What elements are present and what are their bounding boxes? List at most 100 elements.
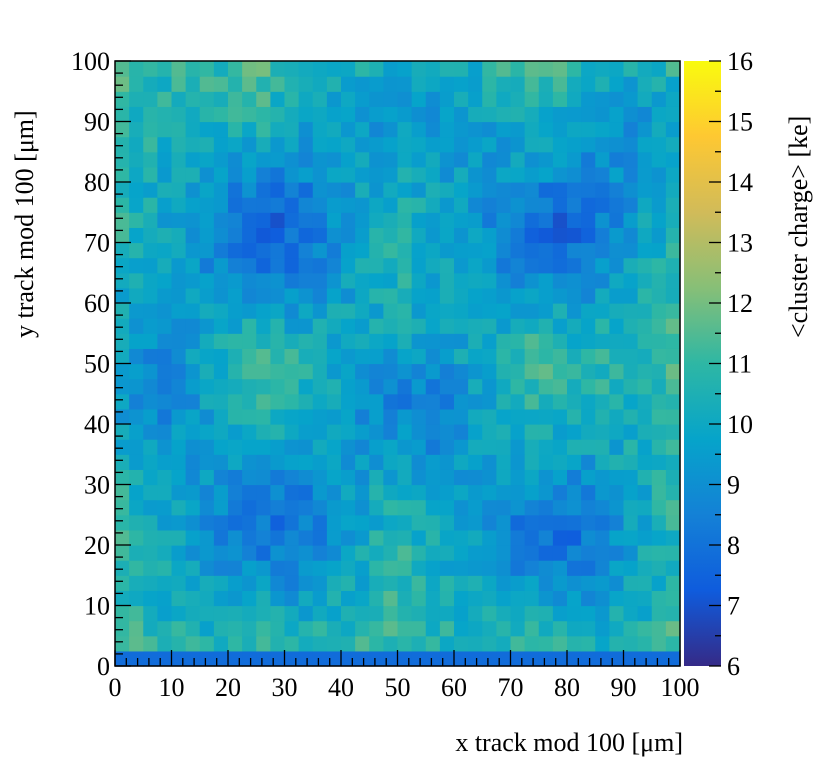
heatmap-cell [623,605,639,622]
heatmap-cell [143,499,158,516]
heatmap-cell [143,76,158,92]
heatmap-cell [199,61,215,77]
heatmap-cell [510,166,526,183]
heatmap-cell [270,151,286,168]
heatmap-cell [143,635,158,652]
heatmap-cell [284,590,300,607]
heatmap-cell [341,635,356,652]
heatmap-cell [496,303,512,319]
heatmap-cell [468,318,483,334]
heatmap-cell [524,408,540,425]
heatmap-cell [326,348,342,365]
heatmap-cell [185,333,201,349]
heatmap-cell [298,303,314,319]
heatmap-cell [157,182,173,198]
heatmap-cell [185,620,201,637]
heatmap-cell [411,605,427,622]
heatmap-cell [242,212,257,228]
heatmap-cell [510,121,526,138]
heatmap-cell [256,303,271,319]
heatmap-cell [581,560,596,576]
heatmap-cell [143,560,158,576]
heatmap-cell [665,272,681,289]
heatmap-cell [651,560,667,576]
heatmap-cell [228,590,243,607]
heatmap-cell [482,227,497,244]
heatmap-cell [397,469,413,486]
heatmap-cell [595,151,610,168]
heatmap-cell [567,590,582,607]
heatmap-cell [538,545,554,561]
heatmap-cell [468,182,483,198]
heatmap-cell [482,106,497,123]
heatmap-cell [411,560,427,576]
heatmap-cell [242,166,257,183]
heatmap-cell [623,393,639,410]
heatmap-cell [256,136,271,153]
heatmap-cell [637,333,653,349]
heatmap-cell [129,318,144,334]
heatmap-cell [213,272,229,289]
heatmap-cell [115,91,130,107]
heatmap-cell [284,560,300,576]
heatmap-cell [284,151,300,168]
heatmap-cell [256,182,271,198]
heatmap-cell [157,439,173,455]
heatmap-cell [242,76,257,92]
heatmap-cell [355,212,370,228]
heatmap-cell [651,514,667,531]
heatmap-cell [665,424,681,440]
heatmap-cell [425,529,441,546]
heatmap-cell [199,650,215,667]
heatmap-cell [383,106,399,123]
heatmap-cell [411,151,427,168]
heatmap-cell [609,227,625,244]
heatmap-cell [397,408,413,425]
heatmap-cell [284,106,300,123]
heatmap-cell [143,182,158,198]
heatmap-cell [482,287,497,304]
heatmap-cell [143,242,158,259]
heatmap-cell [581,424,596,440]
heatmap-cell [623,318,639,334]
heatmap-cell [185,378,201,395]
heatmap-cell [256,61,271,77]
heatmap-cell [199,272,215,289]
heatmap-cell [242,333,257,349]
heatmap-cell [468,121,483,138]
heatmap-cell [411,590,427,607]
colorbar-tick-label: 16 [727,47,753,76]
heatmap-cell [482,121,497,138]
heatmap-cell [552,484,568,501]
heatmap-cell [552,272,568,289]
heatmap-cell [637,635,653,652]
heatmap-cell [637,197,653,213]
heatmap-cell [199,590,215,607]
heatmap-cell [185,166,201,183]
heatmap-cell [581,136,596,153]
heatmap-cell [425,469,441,486]
heatmap-cell [355,424,370,440]
heatmap-cell [439,545,455,561]
heatmap-cell [482,545,497,561]
heatmap-cell [595,166,610,183]
heatmap-cell [185,121,201,138]
heatmap-cell [595,287,610,304]
heatmap-cell [115,408,130,425]
heatmap-cell [552,136,568,153]
heatmap-cell [425,408,441,425]
heatmap-cell [552,257,568,274]
heatmap-cell [665,166,681,183]
heatmap-cell [228,182,243,198]
heatmap-cell [609,514,625,531]
heatmap-cell [524,529,540,546]
heatmap-cell [129,424,144,440]
heatmap-cell [425,605,441,622]
heatmap-cell [298,650,314,667]
heatmap-cell [242,151,257,168]
heatmap-cell [397,363,413,380]
heatmap-cell [213,61,229,77]
heatmap-cell [383,318,399,334]
heatmap-cell [157,106,173,123]
heatmap-cell [567,91,582,107]
